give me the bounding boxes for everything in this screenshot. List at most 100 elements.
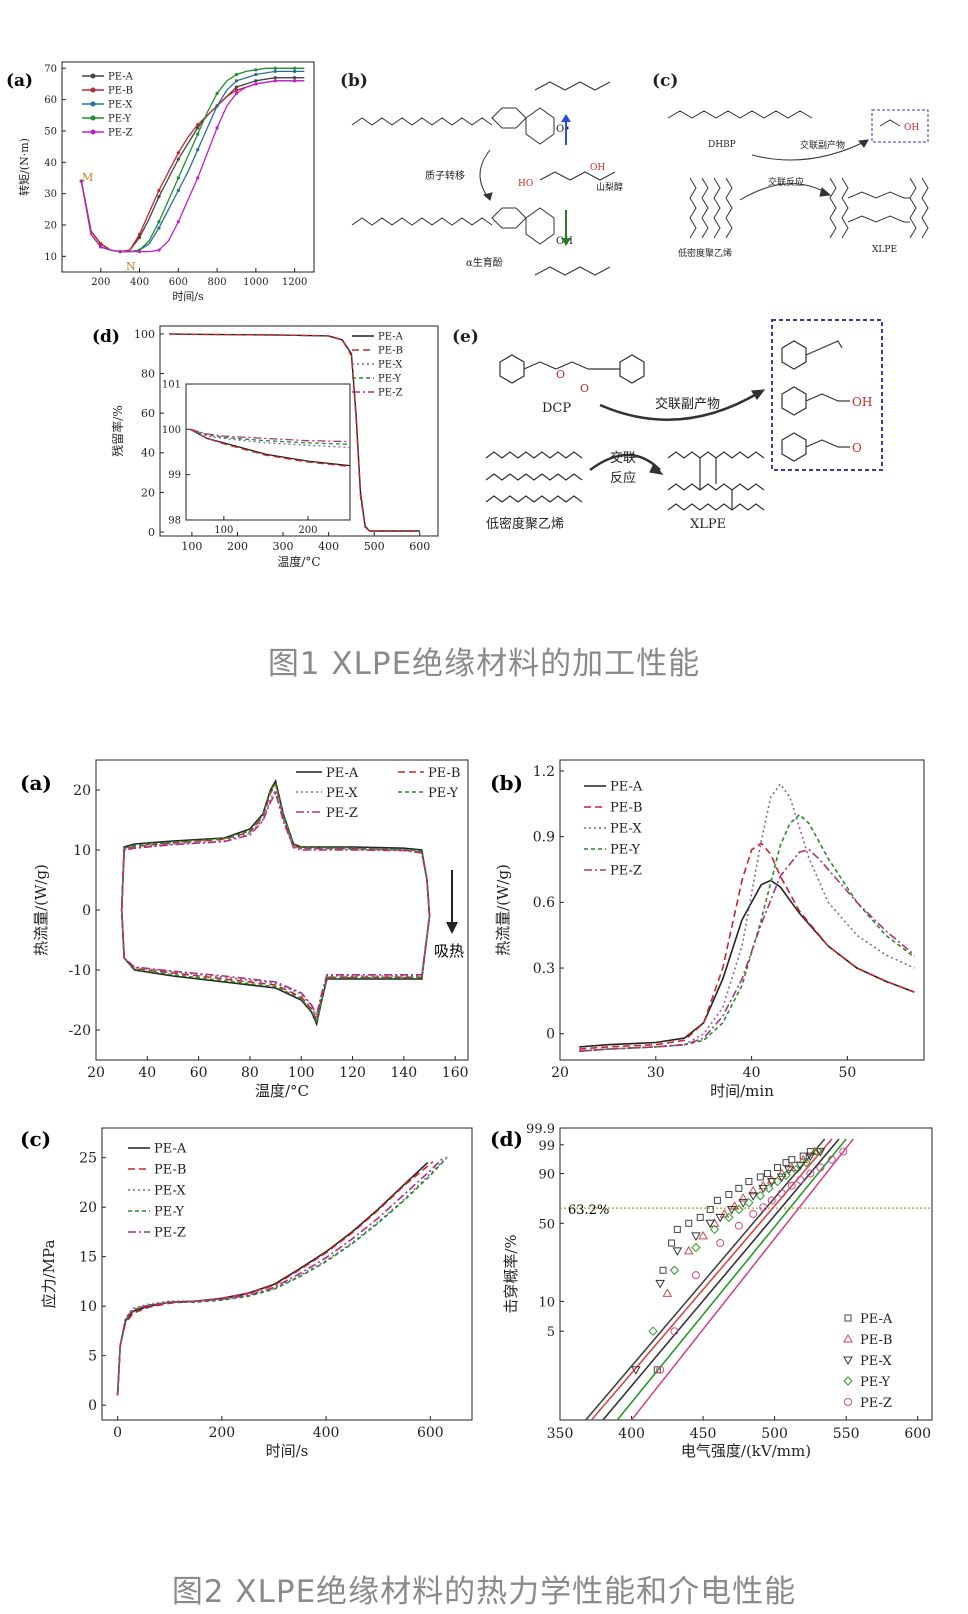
x-tick-label: 550 (833, 1426, 860, 1442)
fig2-a-plot: 20 40 60 80 100 120 140 160 -20 -10 0 10 20 温度/°C 热流量/… (32, 759, 469, 1100)
y-tick-label: 50 (44, 126, 57, 137)
x-tick-label: 0 (113, 1425, 122, 1441)
y-tick-label: 60 (141, 407, 155, 420)
y-tick-label: 0 (546, 1027, 555, 1043)
plot-frame (559, 1127, 933, 1421)
series-line-pe-b (116, 1161, 434, 1396)
ldpe-text: 低密度聚乙烯 (678, 247, 732, 259)
marker-square (773, 1164, 781, 1172)
plot-frame (185, 383, 351, 521)
marker-diamond (724, 1212, 734, 1223)
marker-triangle-up (662, 1288, 673, 1297)
data-marker-pe-z (273, 79, 277, 83)
y-tick-label: -20 (68, 1023, 91, 1039)
marker-diamond (791, 1164, 801, 1175)
y-tick-label: 99.9 (526, 1122, 555, 1137)
marker-diamond (648, 1326, 658, 1336)
marker-square (799, 1152, 807, 1160)
marker-square (659, 1266, 667, 1274)
legend-label-pe-a: PE-A (154, 1142, 187, 1157)
legend-label-pe-z: PE-Z (860, 1396, 892, 1411)
x-tick-label: 200 (227, 540, 248, 553)
y-tick-label: 70 (44, 64, 57, 75)
fig1-b-label: (b) (340, 71, 368, 91)
legend-label-pe-x: PE-X (860, 1354, 892, 1369)
data-marker-pe-b (99, 242, 103, 246)
data-marker-pe-z (99, 245, 103, 249)
marker-triangle-up (748, 1185, 759, 1195)
series-line-pe-x (80, 70, 305, 253)
marker-diamond (744, 1197, 754, 1208)
y-tick-label: 60 (44, 95, 57, 106)
legend-label-pe-y: PE-Y (610, 843, 640, 858)
e-ldpe-chains (485, 451, 583, 503)
fig1-d-label: (d) (92, 327, 120, 347)
y-tick-label: 20 (44, 220, 57, 231)
marker-circle (767, 1196, 776, 1205)
y-tick-label: 1.2 (533, 764, 555, 780)
dcp-o-1: O (556, 368, 565, 381)
marker-triangle-up (719, 1208, 730, 1218)
data-marker-pe-z (293, 79, 297, 83)
y-tick-label: 10 (79, 1299, 97, 1315)
data-marker-pe-z (234, 91, 239, 95)
xlpe-network (829, 177, 929, 239)
y-tick-label: 0 (88, 1398, 97, 1414)
dcp-benzene-right (619, 354, 645, 384)
y-tick-label: 0 (82, 903, 91, 919)
marker-circle (816, 1163, 825, 1172)
arrow-down-head (561, 238, 571, 246)
figure2-caption: 图2 XLPE绝缘材料的热力学性能和介电性能 (171, 1574, 797, 1610)
tocopherol-text: α生育酚 (466, 256, 503, 269)
x-tick-label: 40 (138, 1065, 156, 1081)
marker-square (685, 1219, 693, 1227)
legend-label-pe-x: PE-X (610, 822, 642, 837)
x-tick-label: 30 (647, 1065, 665, 1081)
endotherm-text: 吸热 (434, 942, 464, 960)
fig1-c-label: (c) (652, 71, 678, 91)
y-tick-label: 100 (162, 425, 181, 436)
marker-circle (777, 1189, 786, 1198)
data-marker-pe-b (176, 151, 180, 155)
dcp-benzene-left (499, 354, 525, 384)
marker-triangle-up (698, 1230, 708, 1240)
e-byproduct-text: 交联副产物 (655, 396, 720, 412)
series-line-pe-z (120, 790, 431, 1018)
byproduct-text: 交联副产物 (800, 139, 845, 151)
proton-arrowhead (482, 192, 493, 201)
series-line-pe-z (116, 1157, 444, 1396)
e-reaction-arrowhead (649, 462, 664, 475)
data-marker-pe-x (215, 104, 219, 108)
x-tick-label: 200 (208, 1425, 235, 1441)
plot-frame (559, 759, 925, 1061)
fig2-d-plot: 350 400 450 500 550 600 5 10 50 90 99 99.9 电气强度/(kV/… (502, 1122, 933, 1460)
x-tick-label: 20 (87, 1065, 105, 1081)
e-byproduct-arrowhead (750, 389, 766, 401)
legend-label-pe-a: PE-A (610, 780, 643, 795)
marker-square (735, 1184, 743, 1192)
legend-marker-pe-z (90, 129, 96, 135)
data-marker-pe-a (157, 195, 161, 199)
fit-line-pe-x (602, 1138, 840, 1421)
x-tick-label: 500 (761, 1426, 788, 1442)
data-marker-pe-b (137, 232, 142, 236)
data-marker-pe-y (254, 68, 258, 72)
marker-square (782, 1159, 790, 1167)
legend-label-pe-y: PE-Y (154, 1205, 184, 1220)
marker-diamond (764, 1183, 774, 1194)
marker-diamond (709, 1224, 720, 1235)
plot-frame (101, 1127, 473, 1421)
series-line-pe-y (189, 428, 351, 445)
x-tick-label: 100 (214, 525, 233, 536)
y-tick-label: 40 (44, 158, 57, 169)
byproduct-arrowhead (858, 139, 869, 148)
data-marker-pe-a (234, 85, 239, 89)
byproduct-2-chain (805, 393, 839, 402)
marker-diamond (691, 1242, 701, 1253)
x-tick-label: 80 (241, 1065, 259, 1081)
y-axis-label: 转矩/(N·m) (17, 138, 31, 196)
dhbp-text: DHBP (708, 140, 736, 150)
x-tick-label: 20 (551, 1065, 569, 1081)
legend-label-pe-z: PE-Z (378, 388, 403, 399)
